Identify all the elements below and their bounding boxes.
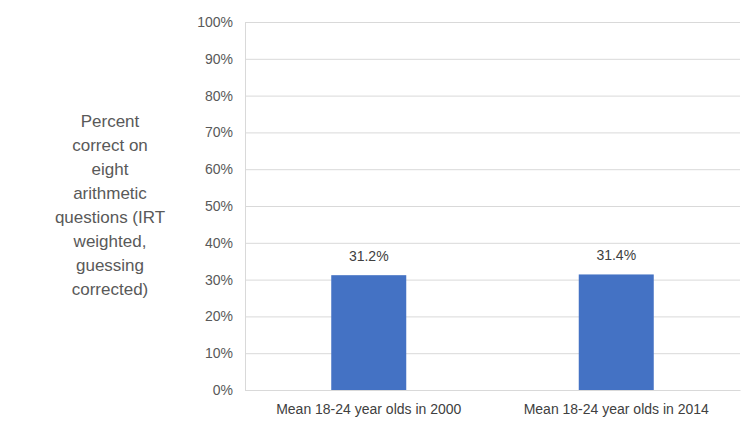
y-axis-title: Percent correct on eight arithmetic question… <box>55 112 165 299</box>
y-axis-title-line: eight <box>92 160 129 179</box>
y-tick-label: 30% <box>205 272 233 288</box>
bar <box>579 274 654 390</box>
grid-line <box>245 353 740 354</box>
y-axis-title-line: questions (IRT <box>55 208 165 227</box>
x-axis: Mean 18-24 year olds in 2000 Mean 18-24 y… <box>246 390 741 417</box>
bar <box>331 275 406 390</box>
y-tick-label: 40% <box>205 235 233 251</box>
x-tick: Mean 18-24 year olds in 2014 <box>524 390 709 417</box>
y-tick: 0% <box>213 382 740 398</box>
chart: 0% 10% 20% 30% 40% 50% 60% 70% 80% 90% 100% Mean 18… <box>0 0 756 439</box>
bars <box>331 274 654 390</box>
grid-line <box>245 132 740 133</box>
y-tick: 100% <box>197 14 740 30</box>
y-tick: 20% <box>205 308 740 324</box>
grid-line <box>245 390 740 391</box>
x-tick: Mean 18-24 year olds in 2000 <box>276 390 461 417</box>
grid-line <box>245 96 740 97</box>
y-axis: 0% 10% 20% 30% 40% 50% 60% 70% 80% 90% 100% <box>197 14 740 398</box>
y-axis-title-line: guessing <box>76 256 144 275</box>
y-tick: 80% <box>205 88 740 104</box>
data-label: 31.4% <box>596 247 636 263</box>
y-tick-label: 0% <box>213 382 233 398</box>
grid-line <box>245 316 740 317</box>
y-tick: 30% <box>205 272 740 288</box>
grid-line <box>245 59 740 60</box>
x-axis-line <box>246 390 741 391</box>
grid-line <box>245 243 740 244</box>
grid-line <box>245 169 740 170</box>
y-tick-label: 100% <box>197 14 233 30</box>
grid-line <box>245 280 740 281</box>
y-axis-title-line: weighted, <box>73 232 147 251</box>
y-tick: 70% <box>205 124 740 140</box>
x-tick-label: Mean 18-24 year olds in 2014 <box>524 401 709 417</box>
y-tick-label: 80% <box>205 88 233 104</box>
y-axis-title-line: correct on <box>72 136 148 155</box>
y-tick-label: 20% <box>205 308 233 324</box>
y-tick-label: 70% <box>205 124 233 140</box>
data-labels: 31.2% 31.4% <box>349 247 636 264</box>
x-tick-label: Mean 18-24 year olds in 2000 <box>276 401 461 417</box>
y-tick: 10% <box>205 345 740 361</box>
y-tick-label: 50% <box>205 198 233 214</box>
data-label: 31.2% <box>349 248 389 264</box>
y-axis-title-line: arithmetic <box>73 184 147 203</box>
y-tick: 40% <box>205 235 740 251</box>
y-tick-label: 10% <box>205 345 233 361</box>
y-tick-label: 90% <box>205 51 233 67</box>
y-tick: 60% <box>205 161 740 177</box>
y-tick: 50% <box>205 198 740 214</box>
y-tick-label: 60% <box>205 161 233 177</box>
y-tick: 90% <box>205 51 740 67</box>
y-axis-title-line: corrected) <box>72 280 149 299</box>
grid-line <box>245 22 740 23</box>
grid-line <box>245 206 740 207</box>
y-axis-title-line: Percent <box>81 112 140 131</box>
